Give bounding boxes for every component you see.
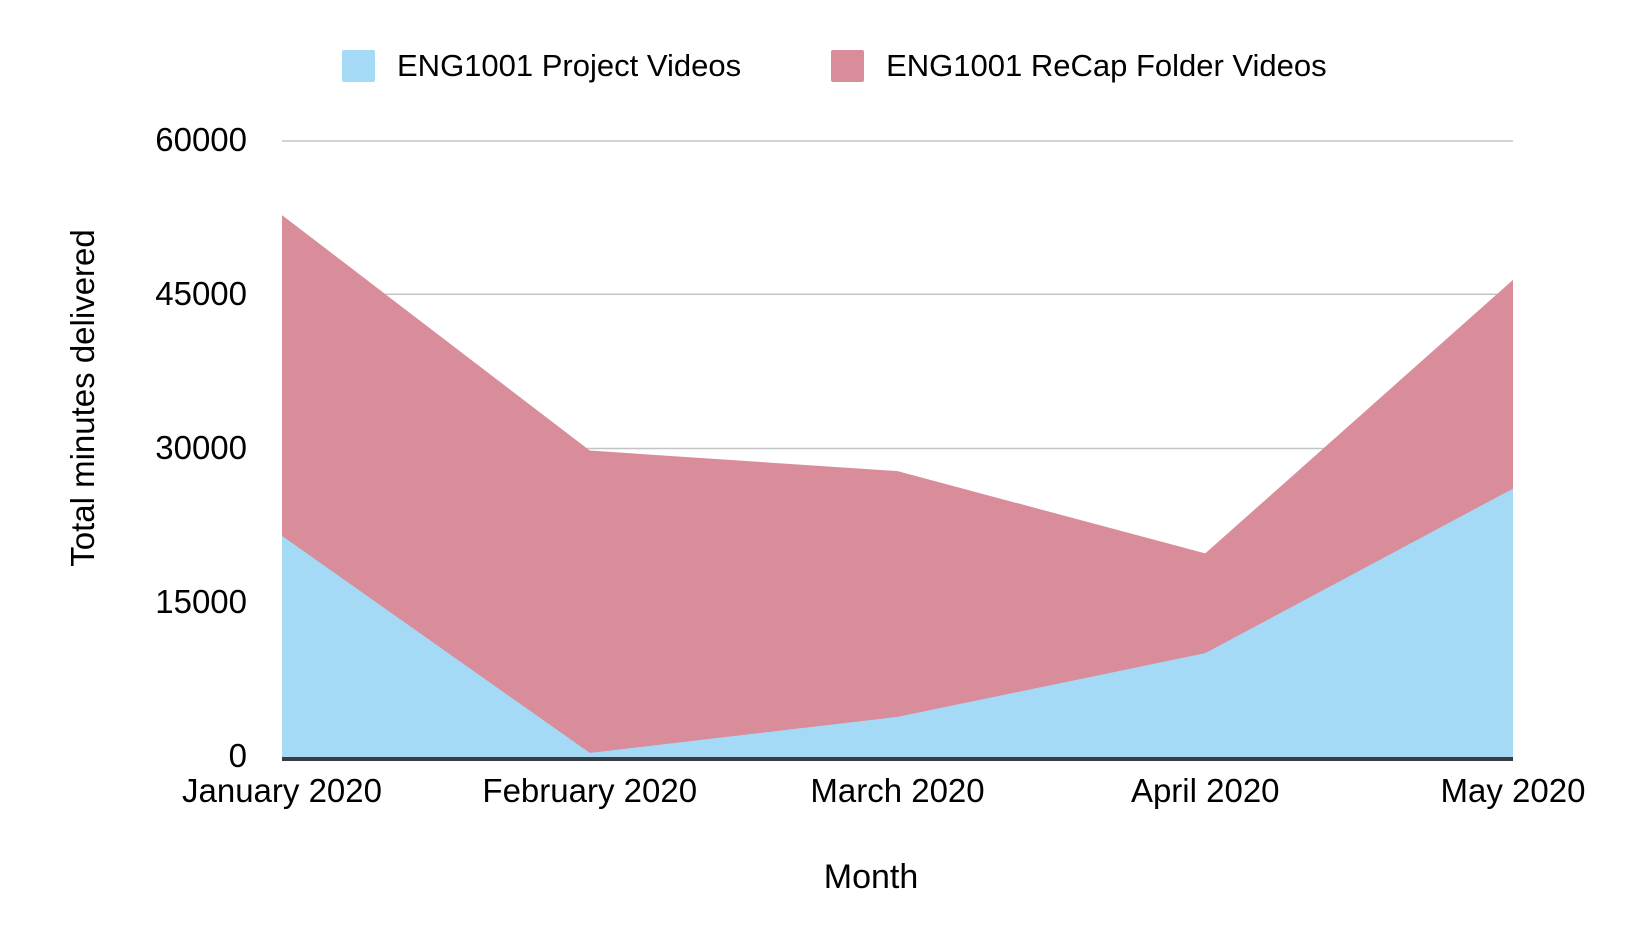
stacked-area-plot xyxy=(282,140,1513,761)
x-tick-label-2: February 2020 xyxy=(482,772,698,809)
legend-label-project-videos: ENG1001 Project Videos xyxy=(397,48,742,83)
x-axis-line xyxy=(282,757,1513,761)
legend-item-recap-folder-videos: ENG1001 ReCap Folder Videos xyxy=(831,49,1327,83)
y-tick-label-45000: 45000 xyxy=(155,275,247,312)
legend-item-project-videos: ENG1001 Project Videos xyxy=(342,49,741,83)
legend-swatch-project-videos xyxy=(342,50,375,82)
x-tick-label-1: January 2020 xyxy=(182,772,382,809)
legend: ENG1001 Project Videos ENG1001 ReCap Fol… xyxy=(342,49,1327,83)
y-tick-label-30000: 30000 xyxy=(155,429,247,466)
x-axis-title: Month xyxy=(823,858,919,896)
legend-label-recap-folder-videos: ENG1001 ReCap Folder Videos xyxy=(886,48,1327,83)
legend-swatch-recap-folder-videos xyxy=(831,50,865,82)
x-tick-label-5: May 2020 xyxy=(1440,772,1586,809)
y-tick-label-0: 0 xyxy=(228,737,247,774)
area-project-videos xyxy=(282,488,1513,757)
x-tick-label-3: March 2020 xyxy=(810,772,985,809)
y-tick-label-60000: 60000 xyxy=(155,121,247,158)
x-tick-label-4: April 2020 xyxy=(1130,772,1280,809)
y-tick-label-15000: 15000 xyxy=(155,583,247,620)
area-recap-folder-videos xyxy=(282,215,1513,757)
